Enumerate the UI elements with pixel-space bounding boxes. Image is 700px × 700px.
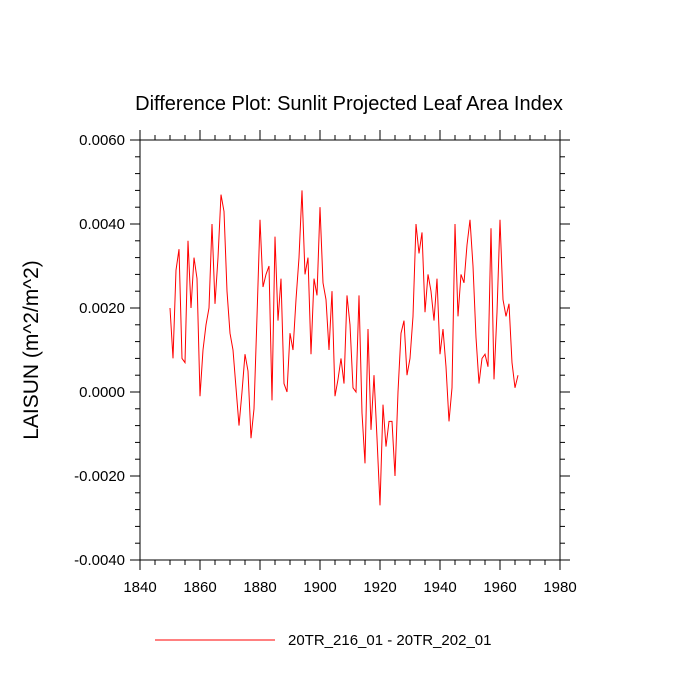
ticks-layer: 1840 1860 1880 1900 1920 1940 1960 1980 -0.0040 -…	[74, 130, 577, 596]
x-tick-label: 1860	[183, 579, 216, 596]
x-tick-label: 1980	[543, 579, 576, 596]
y-tick-label: -0.0020	[74, 468, 125, 485]
x-tick-label: 1940	[423, 579, 456, 596]
x-tick-label: 1960	[483, 579, 516, 596]
x-tick-label: 1900	[303, 579, 336, 596]
chart-title: Difference Plot: Sunlit Projected Leaf A…	[135, 93, 563, 115]
y-tick-label: 0.0020	[79, 300, 125, 317]
y-tick-label: 0.0040	[79, 216, 125, 233]
y-axis-label: LAISUN (m^2/m^2)	[20, 260, 43, 440]
plot-frame	[139, 139, 561, 561]
y-tick-label: -0.0040	[74, 552, 125, 569]
legend-label: 20TR_216_01 - 20TR_202_01	[288, 632, 491, 649]
x-tick-label: 1880	[243, 579, 276, 596]
legend: 20TR_216_01 - 20TR_202_01	[155, 632, 491, 649]
x-tick-label: 1920	[363, 579, 396, 596]
series-line-0	[169, 190, 519, 506]
series-layer	[169, 190, 519, 506]
x-tick-label: 1840	[123, 579, 156, 596]
y-tick-label: 0.0000	[79, 384, 125, 401]
y-tick-label: 0.0060	[79, 132, 125, 149]
